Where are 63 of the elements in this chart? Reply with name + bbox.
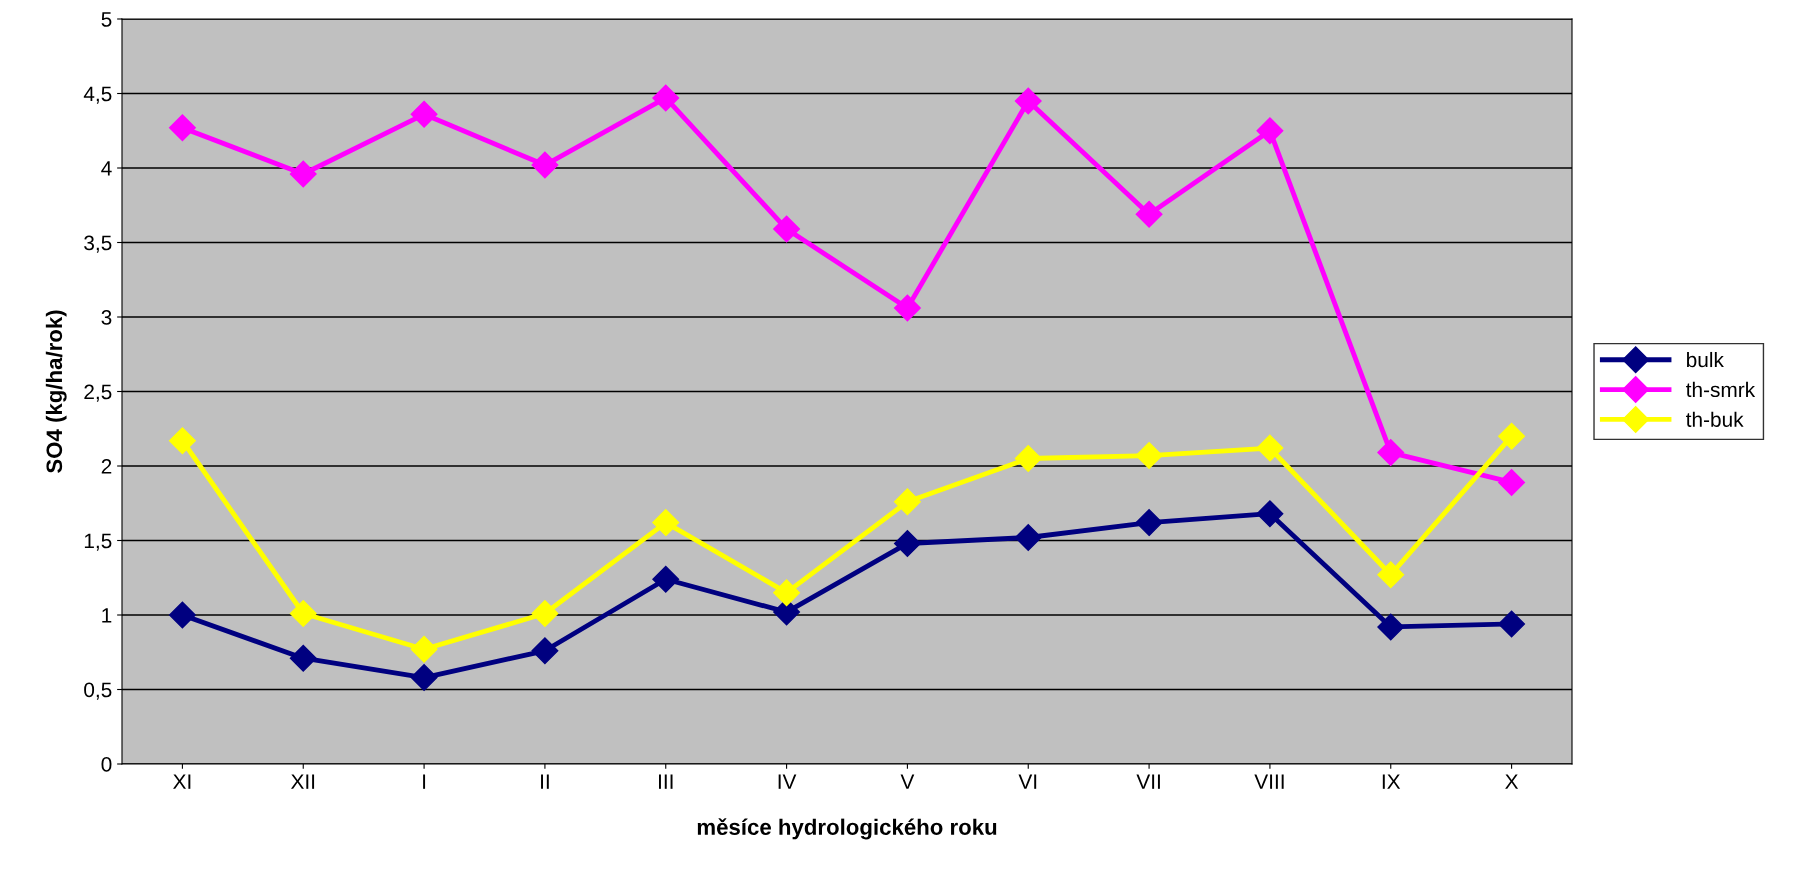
point — [1498, 468, 1526, 496]
point — [410, 664, 438, 692]
x-tick-label: VI — [1018, 774, 1037, 789]
point — [893, 294, 921, 322]
point — [652, 565, 680, 593]
point — [531, 637, 559, 665]
point — [1135, 200, 1163, 228]
y-tick-label: 3,5 — [84, 235, 112, 253]
x-tick-label: II — [541, 774, 549, 789]
point — [1256, 434, 1284, 462]
point — [1256, 117, 1284, 145]
y-tick-label: 3 — [101, 310, 112, 325]
point — [652, 84, 680, 112]
legend-label: bulk — [1687, 351, 1724, 368]
x-tick-label: X — [1505, 774, 1519, 789]
y-tick-label: 1,5 — [84, 533, 112, 551]
point — [168, 601, 196, 629]
point — [893, 488, 921, 516]
x-tick-label: XII — [290, 774, 315, 789]
point — [1498, 422, 1526, 450]
y-tick-label: 0,5 — [84, 682, 112, 700]
y-tick-label: 4 — [101, 161, 112, 176]
y-tick-label: 2,5 — [84, 384, 112, 402]
y-tick-label: 1 — [102, 608, 112, 623]
x-tick-label: III — [658, 774, 673, 789]
point — [773, 579, 801, 607]
point — [652, 509, 680, 537]
y-axis-title: SO4 (kg/ha/rok) — [45, 310, 67, 473]
point — [410, 100, 438, 128]
point — [168, 114, 196, 142]
point — [1135, 509, 1163, 537]
x-tick-label: VII — [1136, 774, 1160, 789]
y-tick-label: 5 — [101, 12, 112, 27]
point — [1377, 613, 1405, 641]
point — [289, 160, 317, 188]
point — [1256, 500, 1284, 528]
x-tick-label: XI — [173, 774, 191, 789]
point — [289, 644, 317, 672]
point — [168, 427, 196, 455]
x-tick-label: IV — [778, 774, 797, 789]
point — [531, 600, 559, 627]
x-tick-label: V — [900, 774, 915, 789]
y-tick-label: 4,5 — [83, 86, 112, 104]
x-tick-label: VIII — [1254, 774, 1284, 789]
point — [1014, 445, 1042, 473]
legend-label: th-buk — [1686, 411, 1744, 427]
x-tick-label: I — [423, 774, 426, 789]
y-tick-label: 0 — [101, 757, 112, 772]
x-tick-label: IX — [1382, 774, 1401, 789]
point — [1014, 87, 1042, 115]
point — [1135, 442, 1163, 470]
point — [1377, 439, 1405, 467]
point — [893, 530, 921, 557]
point — [410, 635, 438, 663]
point — [289, 600, 317, 627]
legend-label: th-smrk — [1686, 381, 1756, 398]
point — [1014, 524, 1042, 551]
y-tick-label: 2 — [101, 459, 112, 474]
point — [1377, 561, 1405, 589]
point — [773, 215, 801, 243]
x-axis-title: měsíce hydrologického roku — [697, 818, 997, 840]
point — [531, 151, 559, 179]
point — [1498, 610, 1526, 638]
